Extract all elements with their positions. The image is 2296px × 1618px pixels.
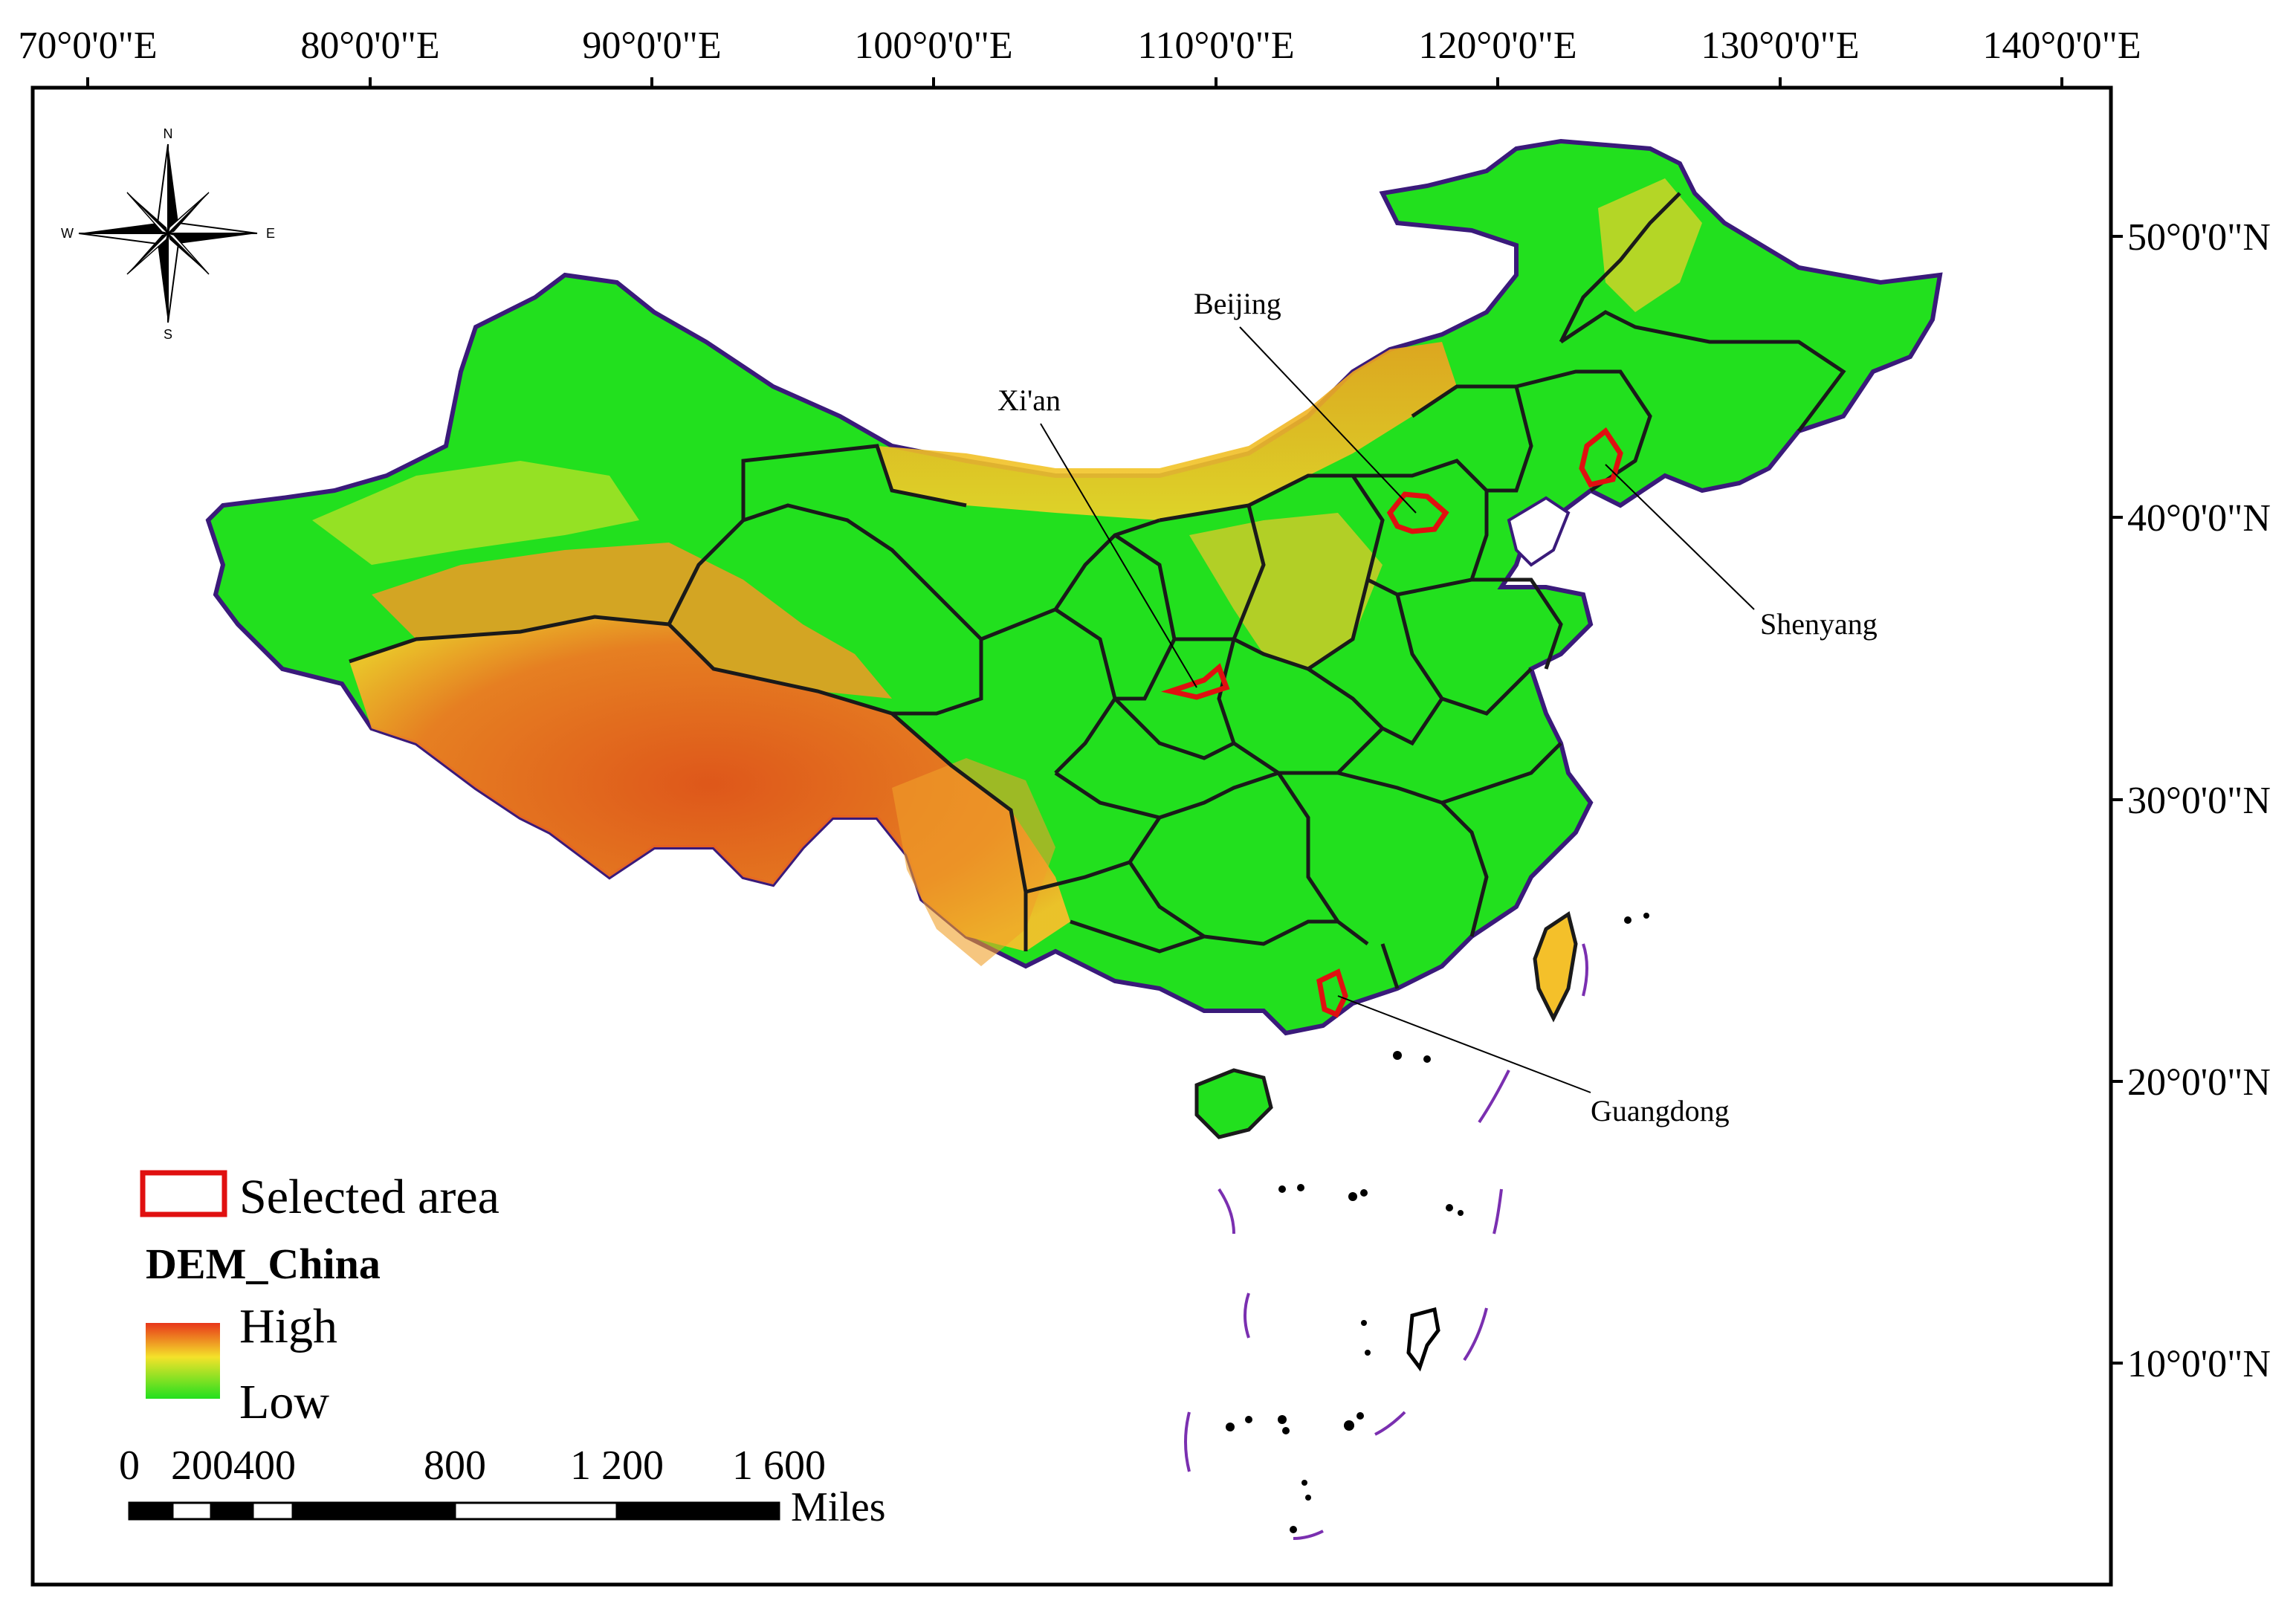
tibet-plateau-relief [349, 617, 1070, 951]
city-label-beijing: Beijing [1194, 287, 1281, 320]
scale-label: 200400 [171, 1443, 296, 1489]
lon-label: 90°0'0"E [582, 25, 721, 67]
lon-label: 130°0'0"E [1701, 25, 1859, 67]
legend-selected-label: Selected area [239, 1170, 499, 1224]
compass-e-label: E [266, 226, 275, 241]
scale-bar-segments [128, 1501, 780, 1521]
scale-unit-label: Miles [791, 1484, 886, 1530]
city-label-shenyang: Shenyang [1760, 607, 1878, 641]
lon-label: 120°0'0"E [1418, 25, 1577, 67]
lat-label: 30°0'0"N [2127, 780, 2271, 822]
scale-label: 1 600 [732, 1443, 826, 1489]
longitude-labels: 70°0'0"E 80°0'0"E 90°0'0"E 100°0'0"E 110… [18, 25, 2141, 67]
lat-label: 10°0'0"N [2127, 1343, 2271, 1385]
central-relief [1189, 513, 1383, 669]
city-label-guangdong: Guangdong [1591, 1094, 1730, 1127]
legend-dem-gradient [146, 1323, 220, 1399]
lon-label: 100°0'0"E [854, 25, 1012, 67]
lat-label: 40°0'0"N [2127, 497, 2271, 540]
callout-lines [1040, 326, 1755, 1093]
south-sea-islands [1226, 913, 1649, 1533]
city-label-xian: Xi'an [997, 384, 1061, 417]
scale-label: 1 200 [570, 1443, 664, 1489]
compass-star-icon [78, 143, 258, 323]
scale-label: 800 [424, 1443, 486, 1489]
city-labels: Beijing Xi'an Shenyang Guangdong [997, 287, 1878, 1127]
northeast-relief [1598, 178, 1702, 312]
selected-area-xian [1161, 663, 1230, 700]
taiwan-island [1533, 910, 1578, 1023]
legend-selected-swatch [140, 1170, 227, 1217]
tarim-relief [312, 461, 639, 565]
province-boundaries [349, 192, 1846, 989]
top-ticks [86, 77, 2063, 88]
lon-label: 140°0'0"E [1982, 25, 2141, 67]
lon-label: 70°0'0"E [18, 25, 157, 67]
selected-areas [1161, 427, 1623, 1018]
compass-rose: N S E W [61, 126, 275, 342]
hainan-island [1194, 1068, 1273, 1139]
selected-area-beijing [1386, 491, 1449, 534]
compass-s-label: S [164, 327, 172, 342]
lat-label: 50°0'0"N [2127, 216, 2271, 259]
northern-relief [877, 342, 1457, 520]
yunnan-relief [892, 758, 1055, 966]
latitude-labels: 50°0'0"N 40°0'0"N 30°0'0"N 20°0'0"N 10°0… [2127, 216, 2271, 1385]
scale-bar: 0 200400 800 1 200 1 600 Miles [119, 1443, 886, 1530]
lat-label: 20°0'0"N [2127, 1061, 2271, 1104]
scale-label: 0 [119, 1443, 140, 1489]
nine-dash-line [1184, 943, 1588, 1540]
map-frame [30, 85, 2113, 1587]
compass-w-label: W [61, 226, 74, 241]
legend-low-label: Low [239, 1375, 329, 1429]
lon-label: 110°0'0"E [1137, 25, 1294, 67]
right-ticks [2111, 235, 2123, 1365]
bohai-sea [1507, 496, 1571, 567]
lon-label: 80°0'0"E [300, 25, 439, 67]
legend: Selected area DEM_China High Low [140, 1170, 499, 1429]
compass-n-label: N [164, 126, 173, 141]
selected-area-shenyang [1579, 427, 1623, 488]
selected-area-guangdong [1316, 968, 1348, 1018]
legend-high-label: High [239, 1299, 337, 1353]
legend-dem-title: DEM_China [146, 1240, 381, 1288]
